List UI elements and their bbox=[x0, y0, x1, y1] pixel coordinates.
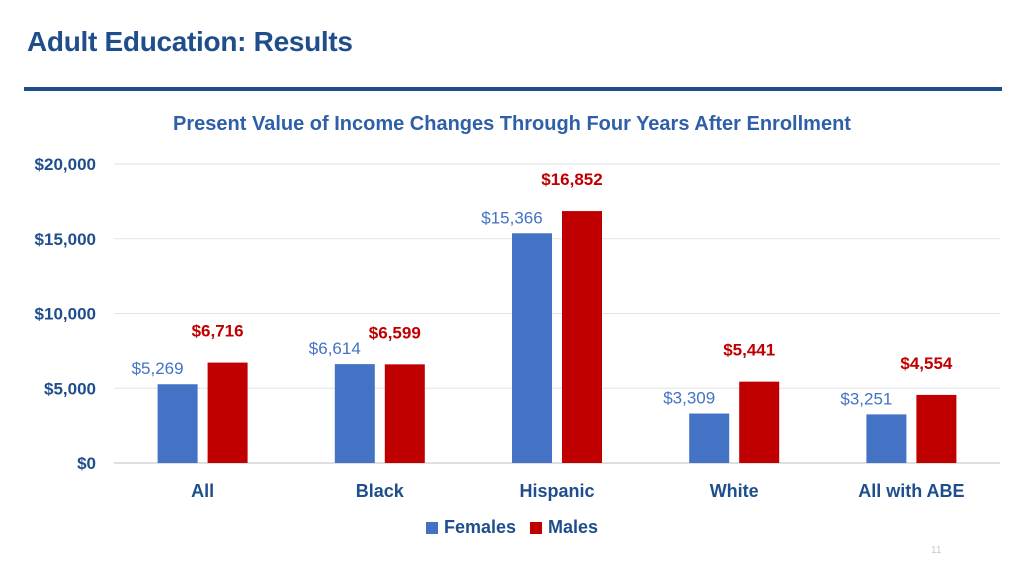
bar-females-all-with-abe bbox=[866, 414, 907, 463]
data-label-males: $6,716 bbox=[192, 322, 244, 341]
data-label-females: $15,366 bbox=[481, 208, 542, 227]
bar-males-white bbox=[739, 381, 780, 463]
data-label-males: $6,599 bbox=[369, 323, 421, 342]
title-divider bbox=[24, 87, 1002, 91]
data-label-males: $4,554 bbox=[900, 354, 953, 373]
bar-males-hispanic bbox=[562, 211, 602, 463]
page-number: 11 bbox=[931, 545, 942, 556]
y-tick-label: $0 bbox=[77, 454, 96, 473]
x-tick-label: Hispanic bbox=[519, 481, 594, 501]
legend-item-females: Females bbox=[425, 517, 516, 538]
data-label-females: $5,269 bbox=[132, 359, 184, 378]
legend-swatch-males bbox=[530, 521, 542, 534]
y-tick-label: $10,000 bbox=[35, 305, 96, 324]
x-tick-label: All bbox=[191, 481, 214, 501]
legend-item-males: Males bbox=[530, 517, 598, 538]
chart-title: Present Value of Income Changes Through … bbox=[173, 113, 851, 135]
data-label-females: $6,614 bbox=[309, 339, 361, 358]
bar-females-black bbox=[334, 364, 375, 463]
data-label-females: $3,309 bbox=[663, 389, 715, 408]
bar-females-hispanic bbox=[512, 233, 552, 463]
y-tick-label: $5,000 bbox=[44, 379, 96, 398]
bar-males-black bbox=[384, 364, 425, 463]
data-label-females: $3,251 bbox=[840, 389, 892, 408]
x-tick-label: All with ABE bbox=[858, 481, 964, 501]
x-tick-label: Black bbox=[356, 481, 405, 501]
slide-title: Adult Education: Results bbox=[27, 26, 353, 57]
bar-females-white bbox=[689, 413, 730, 463]
legend-label-males: Males bbox=[548, 517, 599, 537]
legend-swatch-females bbox=[425, 521, 438, 534]
chart-legend: Females Males bbox=[0, 517, 1024, 538]
y-tick-label: $15,000 bbox=[35, 230, 96, 249]
data-label-males: $16,852 bbox=[541, 170, 602, 189]
bar-females-all bbox=[157, 384, 198, 463]
bar-males-all bbox=[207, 362, 248, 463]
bar-males-all-with-abe bbox=[916, 394, 957, 463]
y-tick-label: $20,000 bbox=[35, 155, 96, 174]
x-tick-label: White bbox=[710, 481, 759, 501]
data-label-males: $5,441 bbox=[723, 341, 775, 360]
legend-label-females: Females bbox=[443, 517, 516, 537]
